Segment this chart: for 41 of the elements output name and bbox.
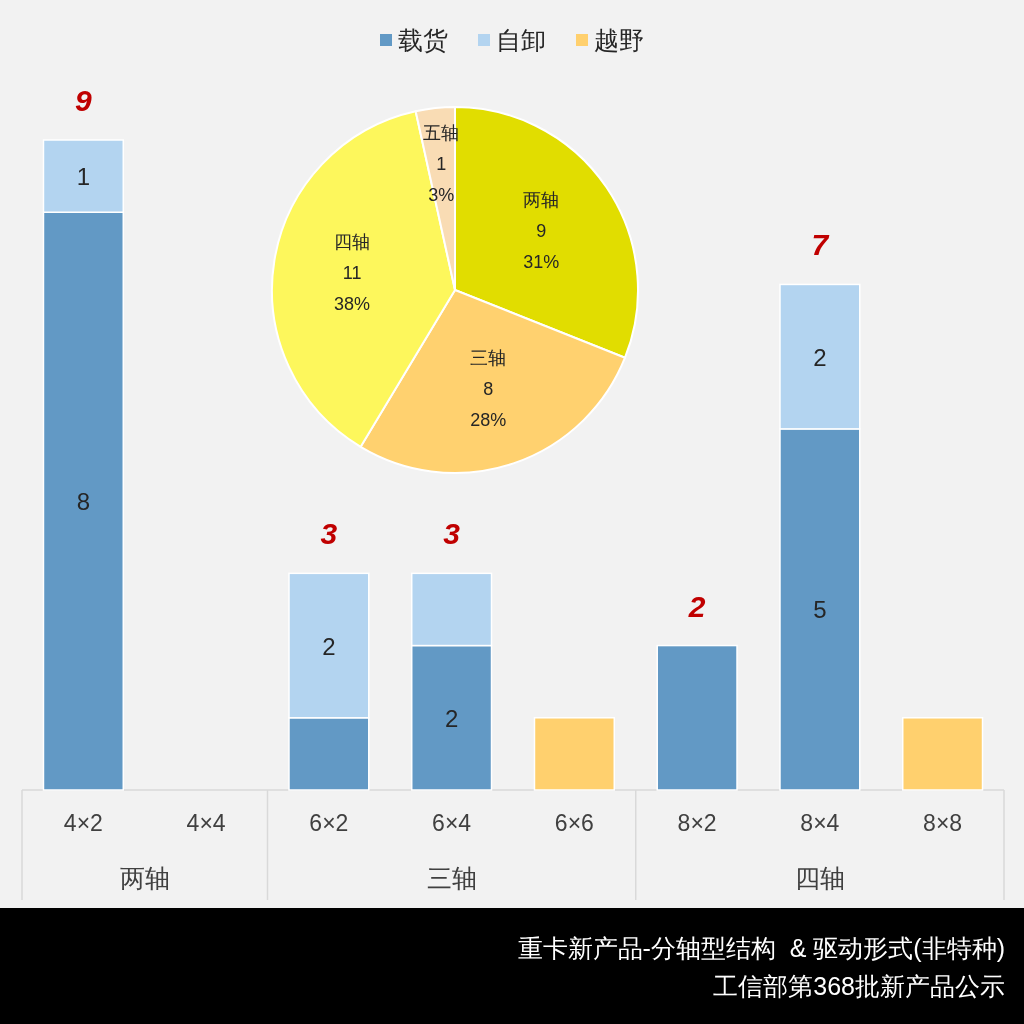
text: 工信部第368批新产品公示 <box>713 972 1005 1000</box>
total-label: 9 <box>75 83 93 117</box>
bar <box>901 717 984 791</box>
data-label: 9 <box>536 221 547 242</box>
bar <box>656 644 738 791</box>
data-label: 1 <box>76 162 91 190</box>
bar <box>533 717 616 791</box>
x-tick-label: 6×4 <box>432 810 472 836</box>
total-label: 2 <box>687 589 706 623</box>
text: 31% <box>523 252 560 273</box>
legend-label: 自卸 <box>496 26 546 54</box>
x-tick-label: 6×6 <box>554 810 594 836</box>
slice-label: 两轴 <box>523 190 560 211</box>
data-label: 1 <box>436 154 447 175</box>
text: 两轴 <box>119 864 170 892</box>
text: 重卡新产品-分轴型结构 & 驱动形式(非特种) <box>517 934 1005 962</box>
data-label: 2 <box>813 343 827 371</box>
x-tick-label: 8×4 <box>800 810 840 836</box>
total-label: 3 <box>320 516 338 550</box>
x-tick-label: 4×2 <box>63 810 103 836</box>
x-tick-label: 8×8 <box>923 810 963 836</box>
data-label: 11 <box>342 263 362 284</box>
x-tick-label: 6×2 <box>309 810 349 836</box>
text: 三轴 <box>426 864 477 892</box>
data-label: 8 <box>76 487 91 515</box>
x-tick-label: 8×2 <box>677 810 717 836</box>
text: 38% <box>334 294 371 315</box>
total-label: 7 <box>811 227 830 261</box>
data-label: 8 <box>483 378 494 399</box>
slice-label: 四轴 <box>334 232 371 253</box>
text: 3% <box>428 185 455 206</box>
data-label: 2 <box>322 632 336 660</box>
slice-label: 三轴 <box>470 347 507 368</box>
total-label: 3 <box>443 516 461 550</box>
text: 四轴 <box>794 864 845 892</box>
x-tick-label: 4×4 <box>186 810 226 836</box>
legend-label: 载货 <box>398 26 448 54</box>
legend-label: 越野 <box>594 26 644 54</box>
text: 28% <box>470 409 507 430</box>
data-label: 5 <box>813 595 827 623</box>
data-label: 2 <box>444 704 459 732</box>
